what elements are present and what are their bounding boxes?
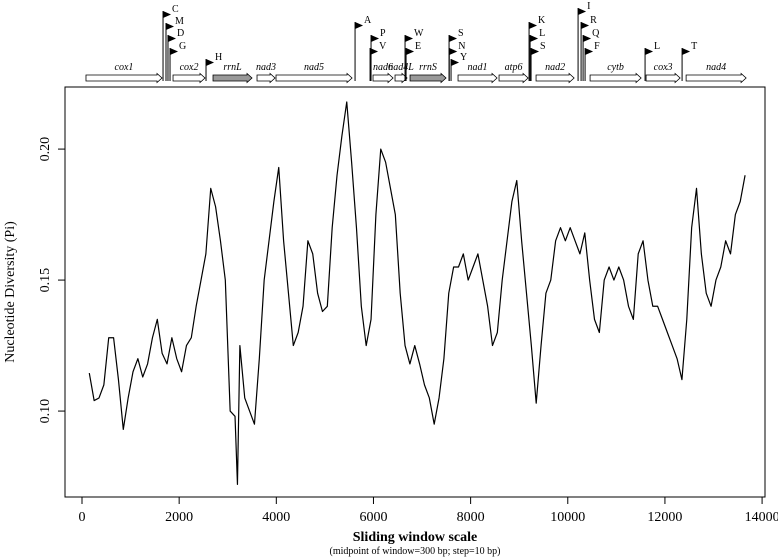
trna-flag	[451, 59, 460, 66]
gene-arrow	[212, 72, 253, 84]
gene-arrow	[589, 72, 642, 84]
trna-label: K	[538, 15, 546, 26]
trna-label: P	[380, 28, 386, 39]
y-axis-label: Nucleotide Diversity (Pi)	[3, 221, 18, 363]
x-tick-label: 12000	[647, 510, 682, 525]
trna-flag	[163, 11, 172, 18]
gene-label: nad2	[545, 62, 565, 73]
trna-flag	[406, 48, 415, 55]
x-axis-note: (midpoint of window=300 bp; step=10 bp)	[330, 546, 501, 557]
trna-label: M	[175, 16, 184, 27]
gene-label: nad4L	[388, 62, 414, 73]
trna-label: H	[215, 52, 222, 63]
trna-label: R	[590, 15, 597, 26]
gene-label: nad1	[468, 62, 488, 73]
gene-label: cox1	[115, 62, 134, 73]
trna-flag	[682, 48, 691, 55]
gene-arrow	[256, 72, 276, 84]
gene-arrow	[172, 72, 206, 84]
trna-label: E	[415, 41, 421, 52]
trna-label: Q	[592, 28, 600, 39]
gene-label: rrnS	[419, 62, 437, 73]
trna-flag	[206, 59, 215, 66]
trna-label: A	[364, 15, 372, 26]
y-tick-label: 0.10	[38, 399, 53, 424]
gene-label: cytb	[607, 62, 624, 73]
trna-label: L	[654, 41, 660, 52]
gene-arrow	[85, 72, 163, 84]
trna-label: S	[458, 28, 464, 39]
trna-label: N	[458, 41, 465, 52]
gene-arrow	[535, 72, 575, 84]
trna-flag	[645, 48, 654, 55]
gene-arrow	[372, 72, 394, 84]
trna-flag	[405, 35, 414, 42]
trna-label: T	[691, 41, 697, 52]
x-tick-label: 2000	[165, 510, 193, 525]
trna-flag	[530, 35, 539, 42]
trna-flag	[165, 23, 174, 30]
trna-flag	[578, 8, 587, 15]
trna-flag	[529, 22, 538, 29]
x-tick-label: 8000	[457, 510, 485, 525]
diversity-line	[88, 101, 746, 486]
gene-label: nad6	[373, 62, 393, 73]
gene-label: nad3	[256, 62, 276, 73]
gene-arrow	[275, 72, 353, 84]
trna-label: W	[414, 28, 424, 39]
gene-label: rrnL	[223, 62, 242, 73]
gene-label: nad4	[706, 62, 726, 73]
trna-flag	[370, 48, 379, 55]
gene-arrow	[457, 72, 498, 84]
x-axis-label: Sliding window scale	[353, 530, 477, 545]
gene-arrow	[685, 72, 747, 84]
trna-label: Y	[460, 52, 467, 63]
trna-label: D	[177, 28, 184, 39]
trna-flag	[167, 35, 176, 42]
gene-arrow	[498, 72, 529, 84]
trna-flag	[449, 48, 458, 55]
trna-flag	[355, 22, 364, 29]
trna-flag	[581, 22, 590, 29]
gene-arrow	[645, 72, 681, 84]
x-tick-label: 0	[79, 510, 86, 525]
gene-arrow	[409, 72, 447, 84]
gene-arrow	[394, 72, 408, 84]
trna-label: L	[539, 28, 545, 39]
trna-label: S	[540, 41, 546, 52]
trna-flag	[583, 35, 592, 42]
trna-flag	[449, 35, 458, 42]
gene-label: cox3	[654, 62, 673, 73]
x-tick-label: 4000	[262, 510, 290, 525]
plot-frame	[64, 86, 766, 498]
trna-flag	[585, 48, 594, 55]
trna-flag	[531, 48, 540, 55]
x-tick-label: 14000	[745, 510, 778, 525]
trna-flag	[170, 48, 179, 55]
gene-label: nad5	[304, 62, 324, 73]
x-tick-label: 10000	[550, 510, 585, 525]
y-tick-label: 0.20	[38, 137, 53, 162]
gene-label: cox2	[180, 62, 199, 73]
trna-label: V	[379, 41, 387, 52]
trna-label: G	[179, 41, 186, 52]
y-tick-label: 0.15	[38, 268, 53, 293]
trna-flag	[371, 35, 380, 42]
trna-label: F	[594, 41, 600, 52]
trna-label: I	[587, 1, 590, 12]
gene-label: atp6	[505, 62, 523, 73]
trna-label: C	[172, 4, 179, 15]
x-tick-label: 6000	[359, 510, 387, 525]
